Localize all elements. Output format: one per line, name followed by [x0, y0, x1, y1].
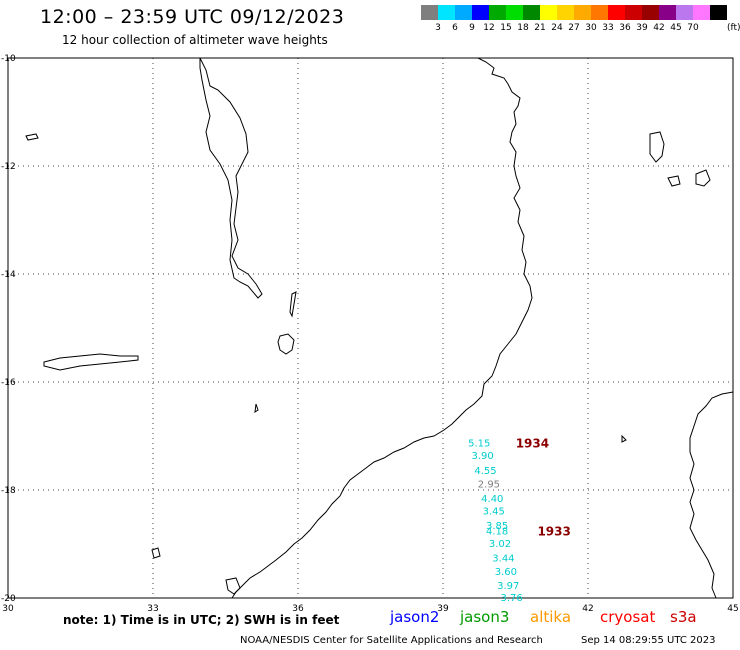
legend-tick-labels: (ft) 3 6 9 12 15 18 21 24 27 30 33 36 39 42 45 70 [421, 23, 740, 35]
pass-time-label: 1934 [516, 436, 549, 450]
madagascar-coastline [689, 391, 734, 599]
wave-height-value: 3.76 [501, 593, 523, 604]
legend-swatch [455, 5, 472, 20]
lake-small-north [289, 291, 297, 318]
legend-tick-label: 9 [469, 23, 475, 33]
lake-chilwa [277, 333, 295, 355]
lake-small-west [25, 133, 39, 141]
legend-tick-label: 6 [452, 23, 458, 33]
legend-tick-label: 27 [568, 23, 580, 33]
wave-height-value: 3.90 [472, 451, 494, 462]
legend-swatch [591, 5, 608, 20]
legend-swatch [625, 5, 642, 20]
legend-tick-label: 33 [602, 23, 614, 33]
legend-tick-label: 39 [636, 23, 648, 33]
longitude-labels: 30 33 36 39 42 45 [2, 604, 738, 614]
mozambique-coastline [231, 57, 533, 599]
units-note: note: 1) Time is in UTC; 2) SWH is in fe… [63, 613, 340, 627]
satellite-jason2: jason2 [390, 608, 440, 626]
legend-tick-label: 42 [653, 23, 665, 33]
wave-height-value: 3.97 [497, 581, 519, 592]
legend-tick-label: 24 [551, 23, 563, 33]
island-bassas [621, 434, 627, 443]
legend-swatch [523, 5, 540, 20]
footer-credit: NOAA/NESDIS Center for Satellite Applica… [240, 635, 543, 646]
legend-swatch [472, 5, 489, 20]
longitude-label: 39 [437, 604, 449, 614]
legend-swatch [659, 5, 676, 20]
comoros-island-1 [649, 131, 665, 163]
longitude-label: 30 [2, 604, 14, 614]
coastlines [25, 57, 734, 599]
map-subtitle: 12 hour collection of altimeter wave hei… [62, 33, 328, 47]
longitude-label: 45 [727, 604, 738, 614]
latitude-label: -20 [1, 594, 16, 604]
legend-swatch [438, 5, 455, 20]
latitude-label: -12 [1, 162, 16, 172]
latitude-label: -14 [1, 270, 16, 280]
legend-tick-label: 70 [687, 23, 699, 33]
legend-swatch [693, 5, 710, 20]
legend-swatch [676, 5, 693, 20]
satellite-cryosat: cryosat [600, 608, 656, 626]
longitude-label: 33 [147, 604, 158, 614]
legend-tick-label: 21 [534, 23, 546, 33]
legend-tick-label: 15 [500, 23, 512, 33]
wave-height-value: 3.45 [483, 507, 505, 518]
legend-tick-label: 3 [435, 23, 441, 33]
wave-height-value: 4.18 [486, 527, 508, 538]
wave-height-value: 3.02 [489, 539, 511, 550]
coast-south-bay [225, 577, 241, 595]
satellite-jason3: jason3 [460, 608, 510, 626]
legend-tick-label: 45 [670, 23, 682, 33]
wave-height-value: 3.60 [495, 567, 517, 578]
map-title: 12:00 – 23:59 UTC 09/12/2023 [40, 6, 345, 28]
legend-swatch [574, 5, 591, 20]
latitude-label: -18 [1, 486, 16, 496]
comoros-island-2 [695, 169, 711, 187]
legend-color-bar [421, 5, 727, 20]
legend-swatch [421, 5, 438, 20]
legend-swatch [710, 5, 727, 20]
satellite-altika: altika [530, 608, 572, 626]
legend-tick-label: 18 [517, 23, 529, 33]
footer-timestamp: Sep 14 08:29:55 UTC 2023 [581, 635, 716, 646]
lake-cahora-bassa [43, 353, 139, 371]
wave-height-value: 3.85 [486, 521, 508, 532]
legend-unit: (ft) [727, 23, 740, 33]
legend-tick-label: 36 [619, 23, 631, 33]
graticule [8, 58, 733, 598]
wave-height-value: 3.44 [492, 554, 514, 565]
legend-swatch [557, 5, 574, 20]
longitude-label: 36 [292, 604, 304, 614]
longitude-label: 42 [582, 604, 593, 614]
legend-swatch [540, 5, 557, 20]
legend-tick-label: 30 [585, 23, 597, 33]
latitude-label: -10 [1, 54, 16, 64]
legend-swatch [489, 5, 506, 20]
legend-swatch [608, 5, 625, 20]
comoros-island-3 [667, 175, 681, 187]
pass-time-label: 1933 [537, 525, 570, 539]
legend-tick-label: 12 [483, 23, 495, 33]
wave-height-value: 5.15 [468, 438, 490, 449]
latitude-labels: -10 -12 -14 -16 -18 -20 [1, 54, 16, 604]
map-frame [7, 57, 734, 599]
legend-swatch [506, 5, 523, 20]
river-south [151, 547, 161, 559]
satellite-pass-times: 1934 1933 [516, 436, 571, 538]
wave-height-legend: (ft) 3 6 9 12 15 18 21 24 27 30 33 36 39 42 45 70 [421, 5, 740, 35]
wave-height-observations: 5.15 3.90 4.55 2.95 4.40 3.45 3.854.183.02 3.44… [468, 438, 523, 603]
wave-height-value: 4.55 [474, 466, 496, 477]
satellite-s3a: s3a [670, 608, 697, 626]
wave-height-value: 4.40 [481, 494, 503, 505]
wave-height-value: 2.95 [478, 480, 500, 491]
latitude-label: -16 [1, 378, 16, 388]
island-mini [254, 403, 259, 414]
lake-malawi [199, 57, 263, 299]
legend-swatch [642, 5, 659, 20]
